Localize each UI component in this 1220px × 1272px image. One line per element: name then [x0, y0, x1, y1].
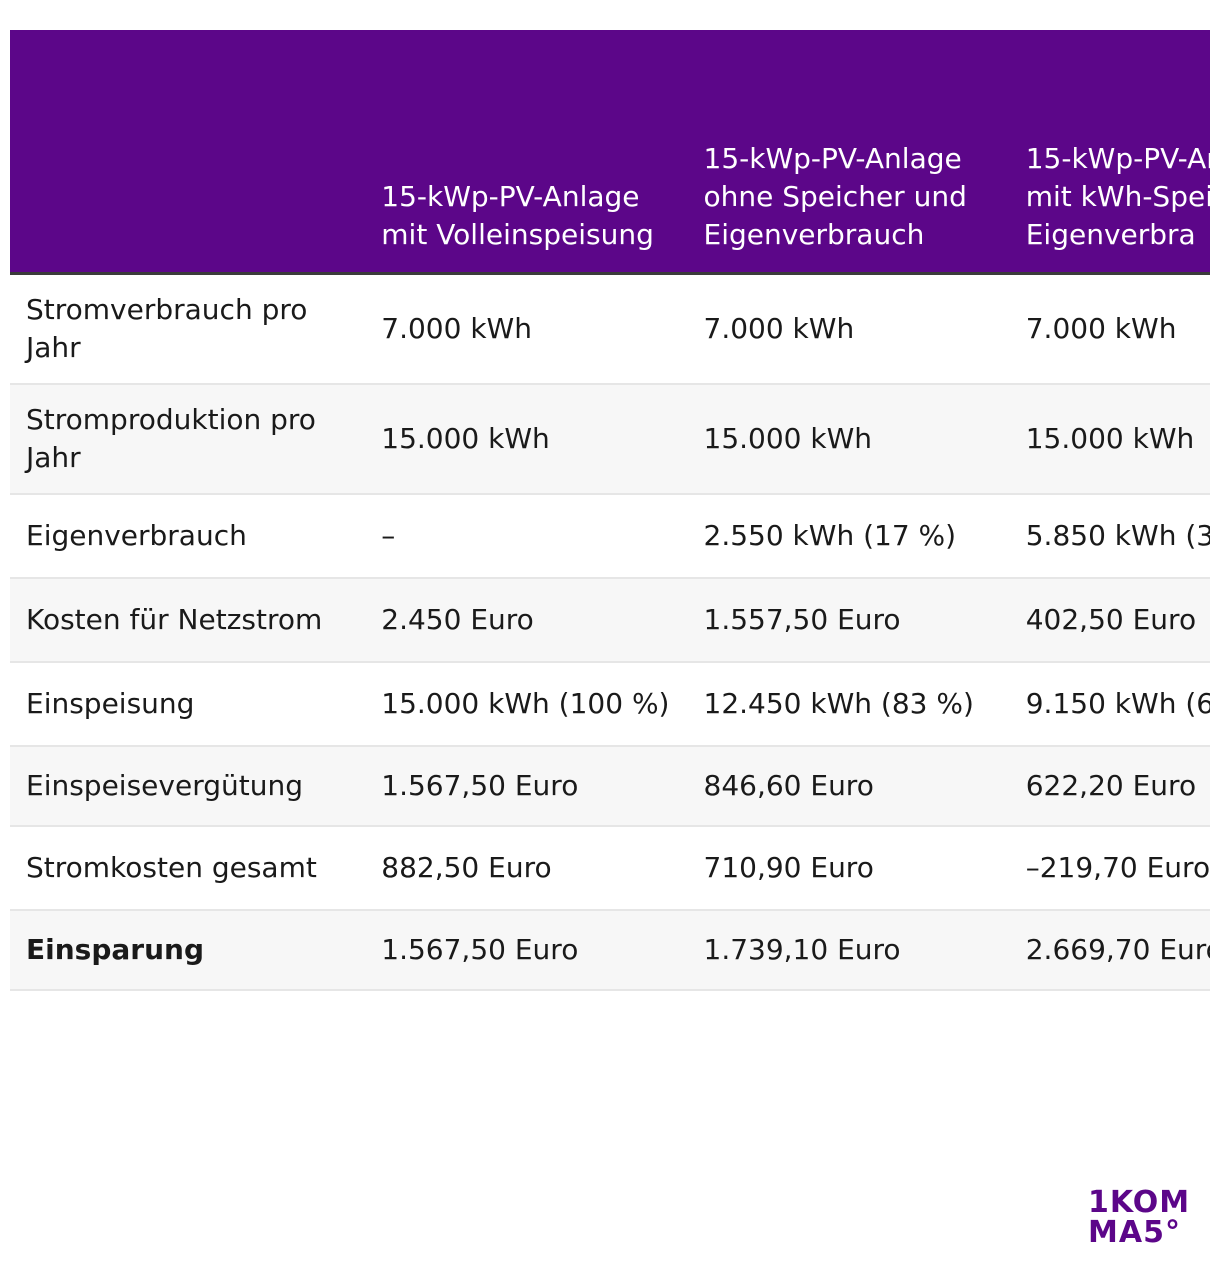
table-body: Stromverbrauch pro Jahr 7.000 kWh 7.000 kW… [10, 273, 1210, 991]
table-cell: 15.000 kWh [687, 384, 1010, 495]
table-cell: 15.000 kWh [1009, 384, 1210, 495]
header-cell: 15-kWp-PV-Anlage mit Volleinspeisung [365, 30, 688, 275]
table-container: 15-kWp-PV-Anlage mit Volleinspeisung 15-k… [10, 30, 1210, 991]
table-row: Einspeisevergütung 1.567,50 Euro 846,60 Eu… [10, 746, 1210, 827]
logo-line: MA5° [1088, 1215, 1181, 1250]
row-label: Einsparung [10, 910, 366, 991]
header-cell [10, 30, 366, 275]
table-cell: 2.669,70 Euro [1009, 910, 1210, 991]
header-row: 15-kWp-PV-Anlage mit Volleinspeisung 15-k… [10, 30, 1210, 275]
table-cell: 7.000 kWh [365, 273, 688, 385]
row-label: Einspeisevergütung [10, 746, 366, 827]
header-cell: 15-kWp-PV-Anlage ohne Speicher und Eigen… [687, 30, 1010, 275]
table-row: Eigenverbrauch –2.550 kWh (17 %) 5.850 kWh… [10, 494, 1210, 579]
table-cell: 1.557,50 Euro [687, 578, 1010, 663]
table-cell: 1.567,50 Euro [365, 910, 688, 991]
table-cell: 9.150 kWh (6 [1009, 662, 1210, 747]
comparison-table: 15-kWp-PV-Anlage mit Volleinspeisung 15-k… [10, 30, 1210, 991]
row-label: Stromverbrauch pro Jahr [10, 273, 366, 385]
table-cell: 15.000 kWh (100 %) [365, 662, 688, 747]
table-cell: 622,20 Euro [1009, 746, 1210, 827]
table-cell: 7.000 kWh [1009, 273, 1210, 385]
table-cell: – [365, 494, 688, 579]
table-cell: 846,60 Euro [687, 746, 1010, 827]
row-label: Kosten für Netzstrom [10, 578, 366, 663]
table-row: Stromproduktion pro Jahr 15.000 kWh 15.000… [10, 384, 1210, 495]
table-cell: 12.450 kWh (83 %) [687, 662, 1010, 747]
logo: 1KOM MA5° [1088, 1188, 1190, 1248]
table-row: Stromkosten gesamt 882,50 Euro 710,90 Euro… [10, 826, 1210, 911]
table-cell: 5.850 kWh (3 %) [1009, 494, 1210, 579]
table-row: Stromverbrauch pro Jahr 7.000 kWh 7.000 kW… [10, 273, 1210, 385]
table-cell: 2.450 Euro [365, 578, 688, 663]
row-label: Einspeisung [10, 662, 366, 747]
table-cell: 710,90 Euro [687, 826, 1010, 911]
table-cell: 1.739,10 Euro [687, 910, 1010, 991]
table-cell: –219,70 Euro [1009, 826, 1210, 911]
table-row: Kosten für Netzstrom 2.450 Euro 1.557,50 E… [10, 578, 1210, 663]
row-label: Stromproduktion pro Jahr [10, 384, 366, 495]
row-label: Eigenverbrauch [10, 494, 366, 579]
table-cell: 882,50 Euro [365, 826, 688, 911]
table-row: Einspeisung 15.000 kWh (100 %) 12.450 kWh … [10, 662, 1210, 747]
row-label: Stromkosten gesamt [10, 826, 366, 911]
table-cell: 7.000 kWh [687, 273, 1010, 385]
table-cell: 402,50 Euro [1009, 578, 1210, 663]
logo-line: 1KOM [1088, 1185, 1191, 1220]
table-row: Einsparung 1.567,50 Euro 1.739,10 Euro 2.66… [10, 910, 1210, 991]
header-cell: 15-kWp-PV-Anlage mit kWh-Speich und Eige… [1009, 30, 1210, 275]
table-cell: 15.000 kWh [365, 384, 688, 495]
table-cell: 1.567,50 Euro [365, 746, 688, 827]
table-cell: 2.550 kWh (17 %) [687, 494, 1010, 579]
